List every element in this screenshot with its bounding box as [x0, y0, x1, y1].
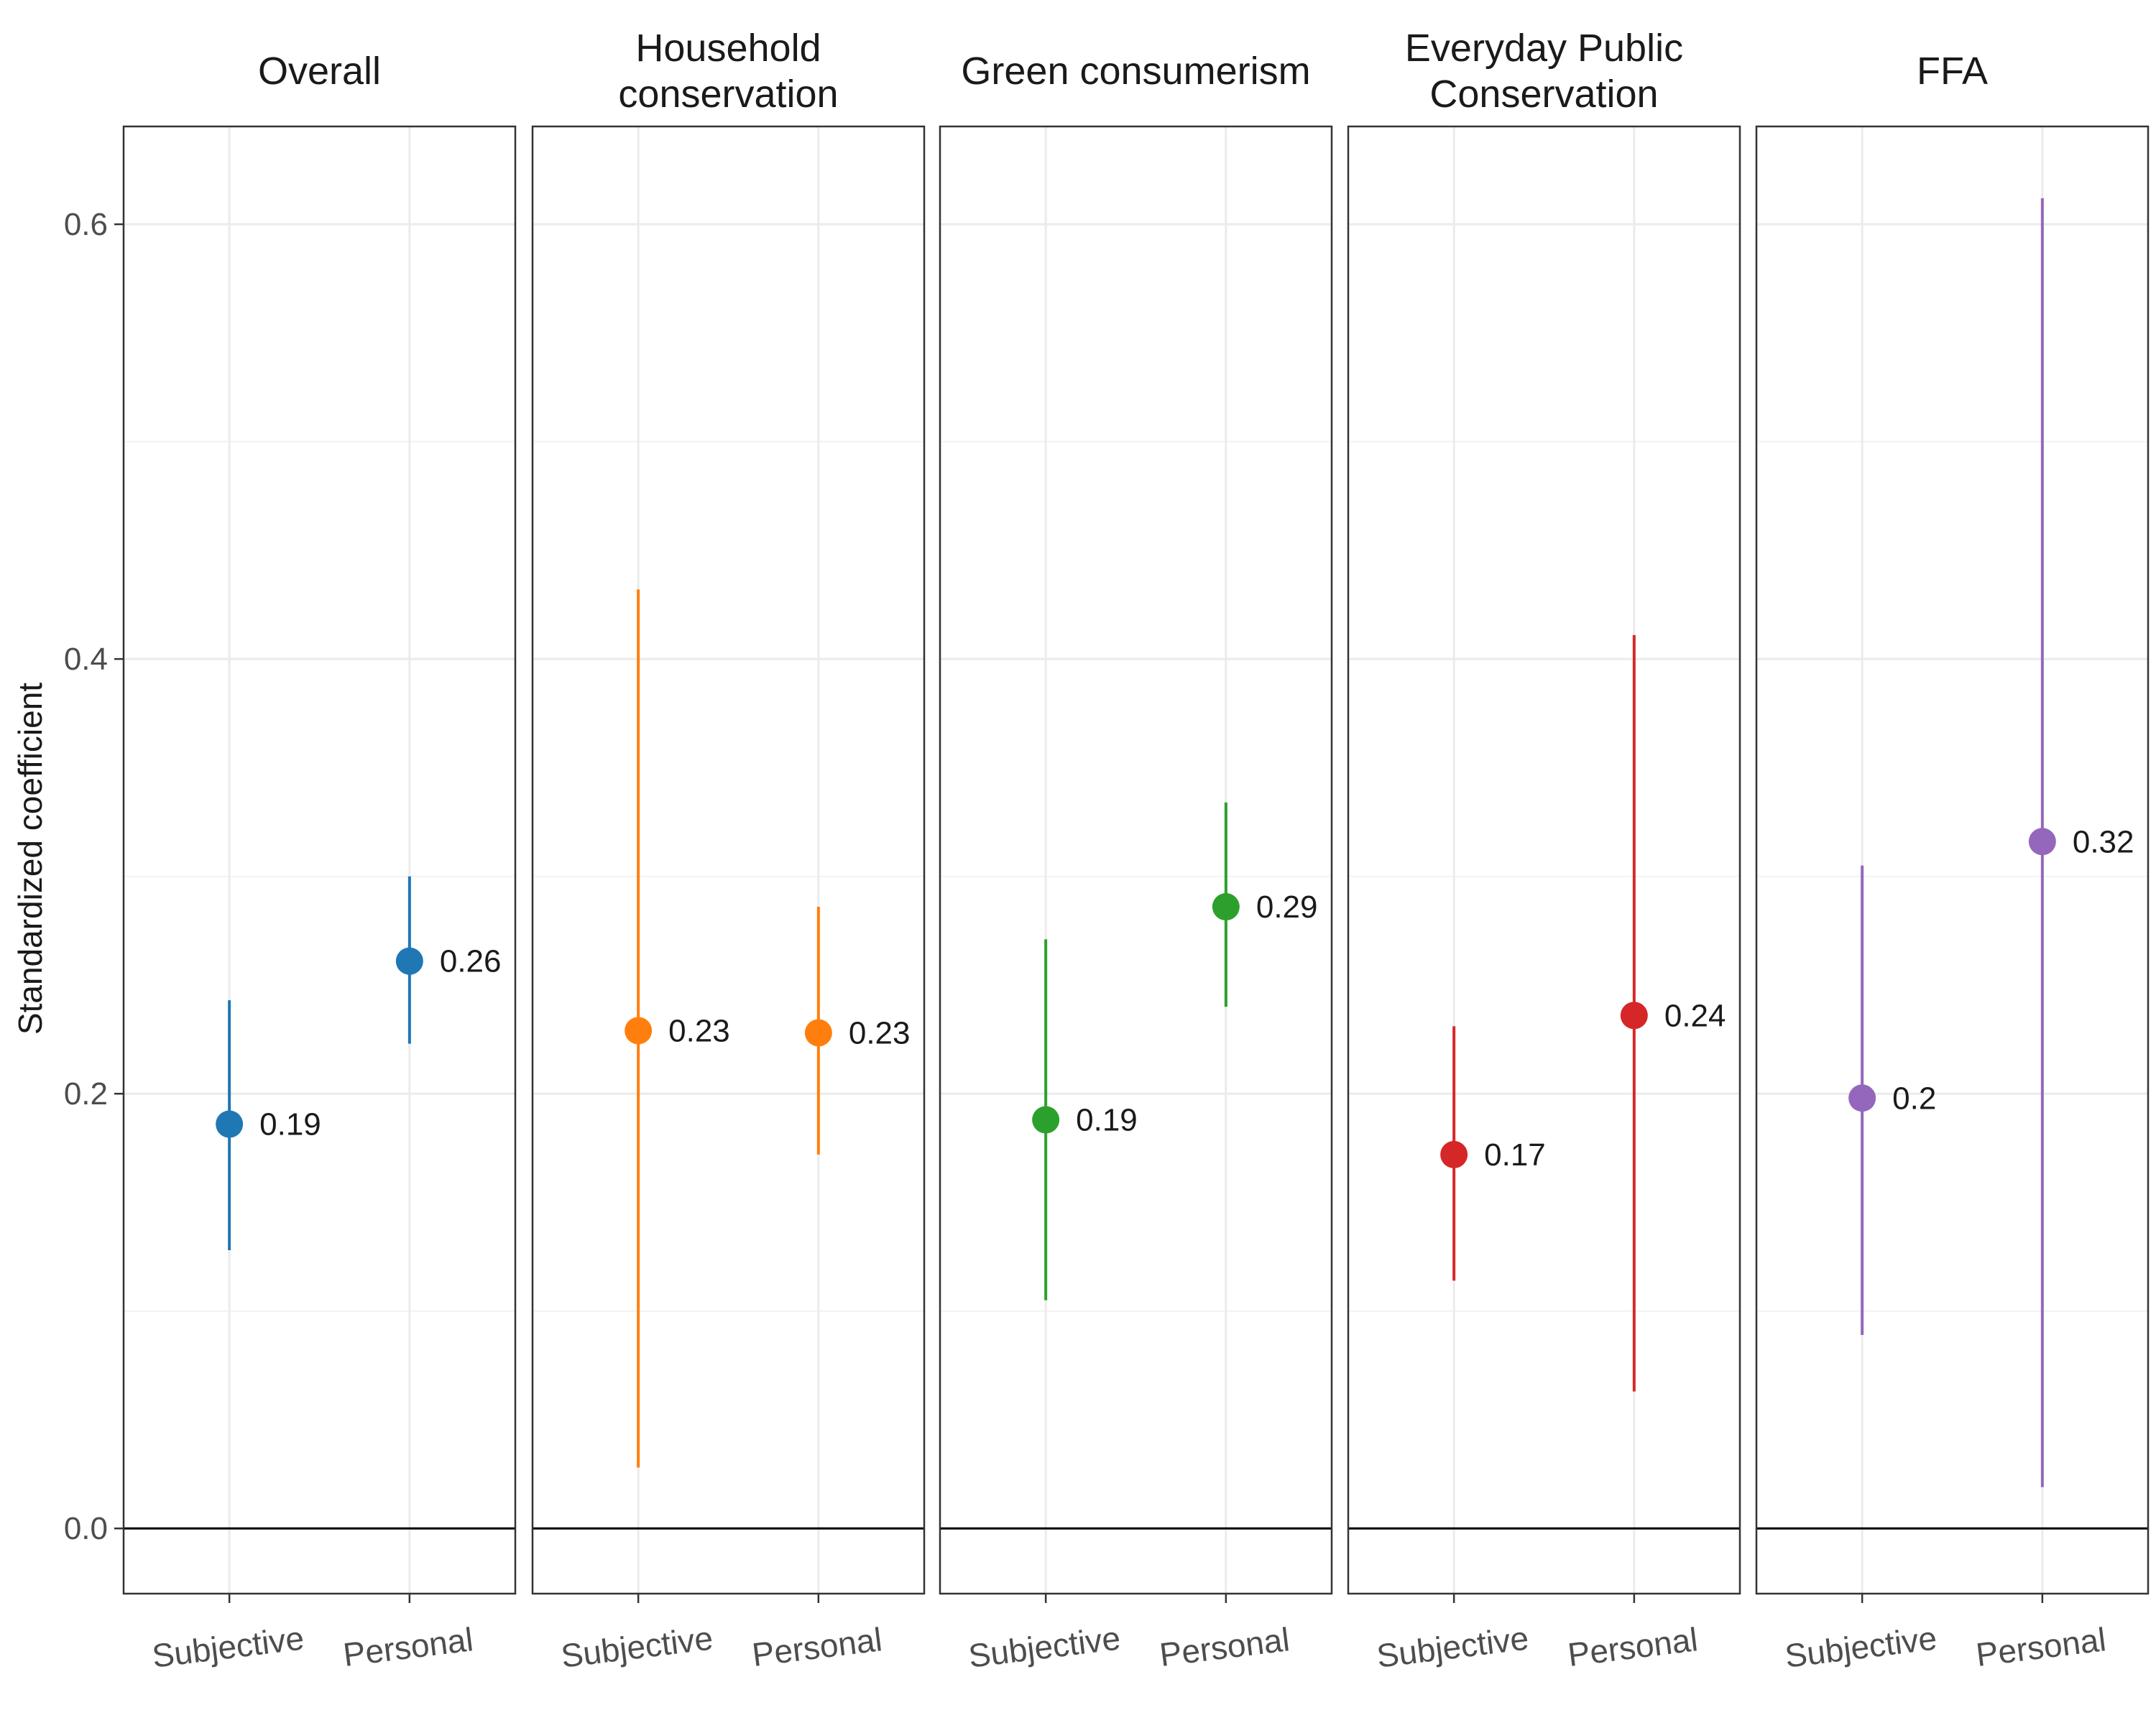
value-label: 0.23	[849, 1016, 911, 1051]
point-estimate	[1620, 1002, 1648, 1030]
value-label: 0.19	[259, 1107, 321, 1142]
y-tick-label: 0.2	[64, 1076, 108, 1112]
panel-border	[1755, 125, 2150, 1595]
panel-title: Green consumerism	[961, 50, 1310, 93]
value-label: 0.23	[668, 1013, 730, 1048]
y-axis-title: Standardized coefficient	[11, 683, 49, 1035]
panel-background	[533, 126, 924, 1594]
value-label: 0.32	[2073, 824, 2134, 859]
panel-title: Overall	[258, 50, 381, 93]
point-estimate	[1032, 1106, 1060, 1134]
panel-border	[531, 125, 926, 1595]
panel-title: conservation	[618, 73, 838, 116]
panel-border	[1347, 125, 1741, 1595]
point-estimate	[1440, 1140, 1468, 1168]
value-label: 0.29	[1256, 890, 1318, 925]
panel-title: FFA	[1917, 50, 1988, 93]
panel-title: Household	[635, 27, 821, 70]
panel-background	[124, 126, 515, 1594]
value-label: 0.17	[1484, 1137, 1546, 1173]
value-label: 0.24	[1664, 998, 1726, 1033]
panel-background	[1348, 126, 1740, 1594]
panel-title: Conservation	[1429, 73, 1658, 116]
point-estimate	[216, 1110, 244, 1138]
point-estimate	[2028, 828, 2056, 856]
panel-border	[122, 125, 517, 1595]
panel-border	[939, 125, 1333, 1595]
y-tick-label: 0.4	[64, 642, 108, 677]
panel-2: Householdconservation0.23Subjective0.23P…	[531, 27, 926, 1675]
panels-layer: Overall0.19Subjective0.26PersonalHouseho…	[122, 27, 2150, 1675]
point-estimate	[625, 1017, 653, 1045]
panel-3: Green consumerism0.19Subjective0.29Perso…	[939, 50, 1333, 1675]
y-tick-label: 0.6	[64, 207, 108, 242]
panel-title: Everyday Public	[1405, 27, 1683, 70]
y-tick-label: 0.0	[64, 1511, 108, 1546]
panel-background	[1756, 126, 2148, 1594]
point-estimate	[804, 1019, 832, 1047]
value-label: 0.2	[1892, 1081, 1936, 1116]
point-estimate	[1212, 893, 1240, 921]
value-label: 0.19	[1076, 1103, 1138, 1138]
point-estimate	[1848, 1084, 1876, 1112]
y-axis: 0.0 0.2 0.4 0.6	[64, 207, 124, 1546]
point-estimate	[395, 947, 423, 975]
panel-background	[940, 126, 1332, 1594]
panel-4: Everyday PublicConservation0.17Subjectiv…	[1347, 27, 1741, 1675]
value-label: 0.26	[440, 944, 502, 979]
